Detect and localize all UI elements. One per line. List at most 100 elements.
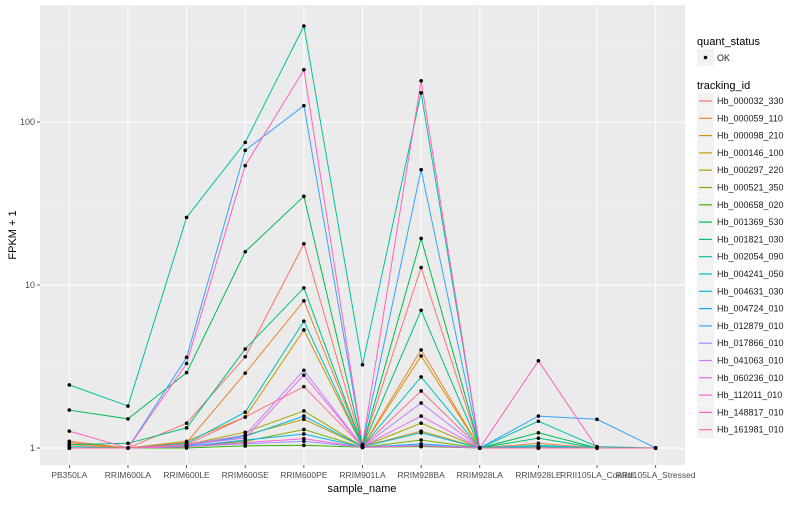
legend-label: Hb_000297_220 <box>717 165 784 175</box>
data-point <box>243 430 248 435</box>
data-point <box>243 148 248 153</box>
x-tick-label: RRIM901LA <box>339 470 386 480</box>
data-point <box>302 24 306 28</box>
data-point <box>419 414 423 418</box>
legend-label: Hb_000059_110 <box>717 113 783 123</box>
y-axis: 1 10 100 <box>20 117 40 453</box>
data-point <box>360 444 365 449</box>
data-point <box>126 404 130 408</box>
data-point <box>536 414 541 418</box>
data-point <box>243 249 248 254</box>
data-point <box>302 414 306 418</box>
x-tick-label: RRII105LA_Control <box>560 470 634 480</box>
data-point <box>67 429 72 433</box>
x-tick-label: RRIM928BA <box>398 470 446 480</box>
data-point <box>302 443 306 448</box>
data-point <box>184 370 189 375</box>
data-point <box>302 439 306 444</box>
data-point <box>419 236 423 241</box>
data-point <box>184 442 189 447</box>
data-point <box>302 436 306 441</box>
data-point <box>302 427 306 432</box>
data-point <box>302 241 306 246</box>
data-point <box>67 446 72 450</box>
data-point <box>243 347 248 351</box>
legend-label: Hb_004631_030 <box>717 286 784 296</box>
data-point <box>419 375 423 379</box>
data-point <box>243 415 248 419</box>
legend-label: Hb_000521_350 <box>717 183 784 193</box>
data-point <box>419 354 423 358</box>
data-point <box>302 368 306 373</box>
legend-label: Hb_012879_010 <box>717 321 784 331</box>
data-point <box>302 417 306 422</box>
data-point <box>302 286 306 290</box>
data-point <box>419 401 423 405</box>
data-point <box>243 433 248 437</box>
data-point <box>243 371 248 375</box>
legend-title-tracking-id: tracking_id <box>697 80 750 92</box>
legend-label: Hb_000032_330 <box>717 96 784 106</box>
data-point <box>184 355 189 360</box>
data-point <box>419 431 423 435</box>
data-point <box>419 421 423 426</box>
x-tick-label: RRIM600PE <box>280 470 328 480</box>
data-point <box>419 167 423 172</box>
legend-label: Hb_060236_010 <box>717 373 784 383</box>
data-point <box>126 441 130 446</box>
data-point <box>67 383 72 387</box>
legend-label: Hb_017866_010 <box>717 338 784 348</box>
data-point <box>302 103 306 108</box>
data-point <box>360 363 365 367</box>
y-tick-label: 100 <box>20 117 35 127</box>
data-point <box>536 436 541 440</box>
data-point <box>419 389 423 393</box>
data-point <box>419 438 423 442</box>
data-point <box>536 358 541 363</box>
x-tick-label: RRIM928LE <box>515 470 562 480</box>
y-tick-label: 1 <box>30 443 35 453</box>
data-point <box>536 419 541 424</box>
data-point <box>419 265 423 270</box>
data-point <box>302 319 306 323</box>
legend-point-ok <box>703 55 708 60</box>
x-axis: PB350LA RRIM600LA RRIM600LE RRIM600SE RRIM60… <box>51 465 696 480</box>
legend-label: Hb_001821_030 <box>717 234 784 244</box>
data-point <box>595 417 599 422</box>
data-point <box>302 409 306 413</box>
y-tick-label: 10 <box>25 280 35 290</box>
data-point <box>243 410 248 414</box>
legend-label: Hb_041063_010 <box>717 356 784 366</box>
data-point <box>302 68 306 72</box>
data-point <box>302 384 306 389</box>
data-point <box>419 348 423 352</box>
x-tick-label: RRIM600SE <box>222 470 270 480</box>
data-point <box>419 91 423 95</box>
data-point <box>184 215 189 220</box>
data-point <box>653 446 658 450</box>
legend-label: Hb_161981_010 <box>717 425 784 435</box>
data-point <box>126 446 130 450</box>
legend: quant_status OK tracking_id Hb_000032_33… <box>697 36 784 439</box>
data-point <box>419 308 423 313</box>
data-point <box>243 163 248 168</box>
x-tick-label: RRIM600LA <box>105 470 152 480</box>
data-point <box>419 444 423 448</box>
data-point <box>243 436 248 440</box>
x-tick-label: RRIM600LE <box>163 470 210 480</box>
data-point <box>302 299 306 303</box>
y-axis-title: FPKM + 1 <box>7 210 19 259</box>
legend-label: Hb_002054_090 <box>717 252 784 262</box>
data-points <box>67 24 658 450</box>
data-point <box>302 194 306 199</box>
data-point <box>302 432 306 436</box>
data-point <box>477 446 482 450</box>
legend-label: Hb_001369_530 <box>717 217 784 227</box>
legend-label: Hb_000098_210 <box>717 131 784 141</box>
legend-label: Hb_148817_010 <box>717 407 784 417</box>
data-point <box>243 354 248 359</box>
data-point <box>595 446 599 450</box>
data-point <box>243 440 248 445</box>
data-point <box>536 446 541 450</box>
